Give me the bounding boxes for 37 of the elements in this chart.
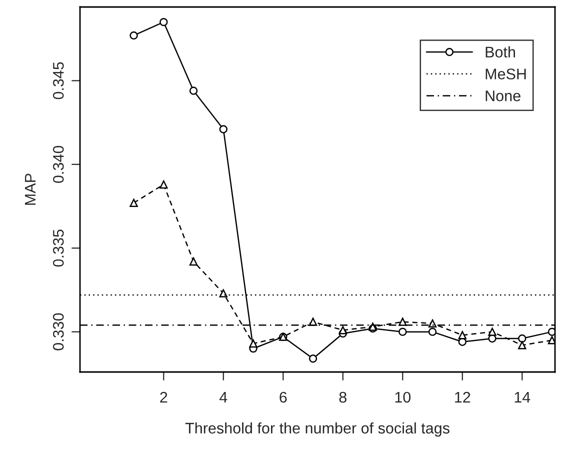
point [189, 86, 198, 95]
y-tick-label: 0.330 [52, 313, 64, 350]
point [249, 339, 258, 348]
point [130, 31, 138, 40]
x-tick-label: 8 [339, 392, 346, 403]
point [398, 328, 407, 336]
legend-label: MeSH [486, 68, 526, 80]
point [219, 125, 228, 134]
point [189, 257, 198, 266]
point [548, 336, 555, 344]
point [518, 341, 526, 350]
y-tick-label: 0.340 [52, 146, 64, 183]
point [308, 354, 318, 363]
y-axis-title: MAP [24, 174, 36, 205]
x-axis-title: Threshold for the number of social tags [185, 422, 450, 437]
legend-label: Both [486, 46, 515, 58]
x-tick-label: 4 [220, 392, 228, 403]
point [219, 289, 228, 298]
point [130, 198, 138, 207]
point [428, 319, 437, 328]
point [398, 318, 407, 326]
x-tick-label: 6 [280, 392, 287, 403]
x-tick-label: 10 [395, 392, 411, 403]
point [338, 326, 347, 334]
point [548, 328, 555, 336]
y-tick-label: 0.345 [52, 62, 64, 100]
legend-label: None [486, 90, 520, 102]
point [160, 180, 168, 189]
point [160, 18, 168, 26]
x-tick-label: 12 [455, 392, 470, 403]
point [458, 331, 466, 340]
point [428, 328, 437, 336]
x-tick-label: 14 [514, 392, 530, 403]
point [518, 334, 526, 343]
x-tick-label: 2 [160, 392, 168, 403]
y-tick-label: 0.335 [52, 230, 64, 267]
point [488, 328, 496, 336]
